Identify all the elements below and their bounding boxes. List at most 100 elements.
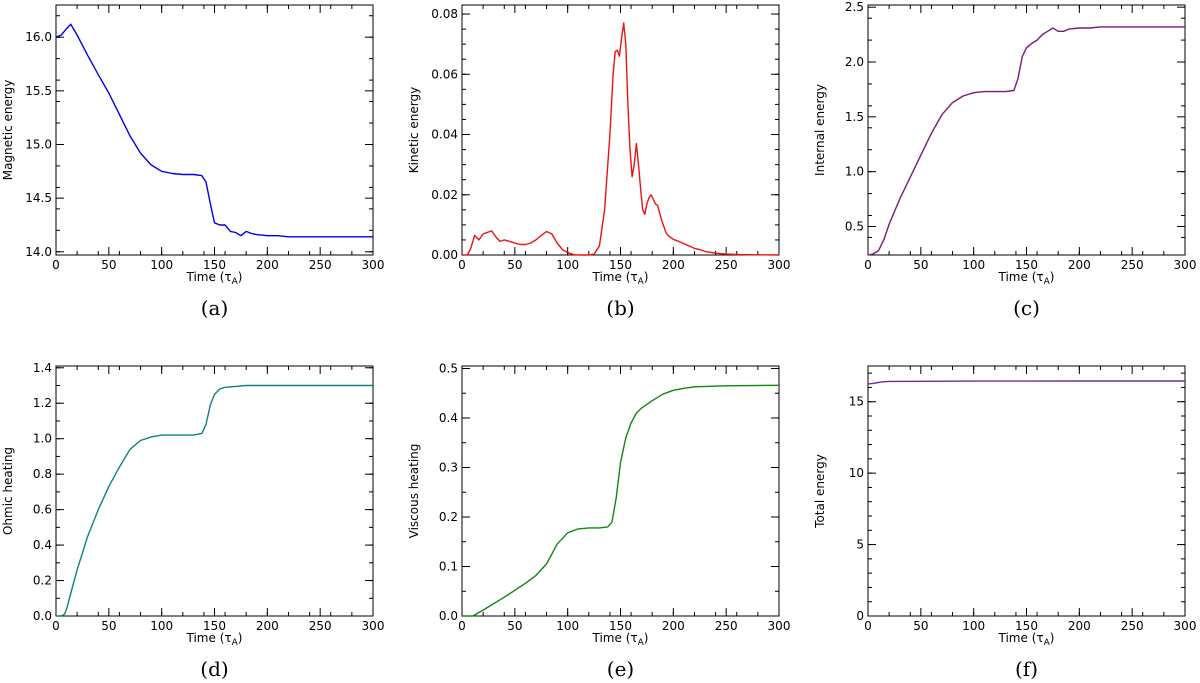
y-tick-label: 0.2 [33,574,52,588]
y-tick-label: 14.0 [25,245,52,259]
x-axis-label-close: ) [1050,631,1055,645]
x-tick-label: 300 [362,258,385,272]
x-axis-label-subscript: A [232,277,239,287]
y-tick-label: 1.2 [33,396,52,410]
y-tick-label: 14.5 [25,191,52,205]
panel-caption: (d) [200,657,228,681]
x-tick-label: 100 [556,619,579,633]
x-tick-label: 250 [1121,258,1144,272]
x-tick-label: 0 [52,258,60,272]
x-axis-label-close: ) [238,631,243,645]
x-tick-label: 250 [309,258,332,272]
y-tick-label: 0.6 [33,503,52,517]
panel-caption: (a) [201,296,229,320]
y-tick-label: 16.0 [25,30,52,44]
series-line [462,22,780,256]
x-tick-label: 150 [1015,619,1038,633]
series-line [462,384,780,617]
y-tick-label: 0.08 [431,7,458,21]
y-tick-label: 1.5 [845,110,864,124]
y-axis-label: Ohmic heating [1,447,15,535]
x-tick-label: 200 [256,258,279,272]
y-tick-label: 1.0 [845,165,864,179]
y-tick-label: 0.5 [439,361,458,375]
x-tick-label: 200 [1068,619,1091,633]
panel-caption: (e) [607,657,634,681]
x-tick-label: 100 [150,258,173,272]
x-tick-label: 300 [768,258,791,272]
x-tick-label: 50 [507,258,522,272]
plot-frame [55,4,374,256]
y-tick-label: 5 [856,538,864,552]
x-tick-label: 0 [864,619,872,633]
x-axis-label-main: Time (τ [186,631,232,645]
x-axis-label-close: ) [644,631,649,645]
x-tick-label: 50 [101,258,116,272]
plot-frame [461,365,780,617]
y-tick-label: 0.04 [431,128,458,142]
series-line [867,26,1185,256]
y-tick-label: 0.3 [439,460,458,474]
y-tick-label: 0.0 [33,609,52,623]
y-axis-label: Internal energy [813,84,827,176]
x-tick-label: 250 [715,619,738,633]
x-axis-label: Time (τA) [592,270,649,287]
y-axis-label: Magnetic energy [1,80,15,181]
y-tick-label: 0.4 [439,411,458,425]
y-tick-label: 15 [849,395,864,409]
y-tick-label: 15.0 [25,137,52,151]
x-tick-label: 150 [203,619,226,633]
x-tick-label: 50 [913,619,928,633]
y-tick-label: 15.5 [25,84,52,98]
x-axis-label: Time (τA) [998,270,1055,287]
x-axis-label-close: ) [238,270,243,284]
panel-caption: (f) [1015,657,1038,681]
x-axis-label: Time (τA) [186,270,243,287]
x-axis-label-main: Time (τ [592,631,638,645]
panel-caption: (b) [606,296,634,320]
x-axis-label-main: Time (τ [998,270,1044,284]
chart-panel: 0 50 100 150 200 250 300 0.5 1.0 1.5 2.0 2.5 Time (τ… [813,0,1196,320]
x-axis-label-main: Time (τ [186,270,232,284]
y-axis-label: Kinetic energy [407,87,421,173]
series-line [867,380,1185,385]
y-tick-label: 0.4 [33,538,52,552]
chart-panel: 0 50 100 150 200 250 300 0.00 0.02 0.04 0.06 0.08 Ti… [407,4,791,320]
y-tick-label: 0.0 [439,609,458,623]
x-tick-label: 150 [1015,258,1038,272]
x-tick-label: 300 [362,619,385,633]
x-axis-label-close: ) [1050,270,1055,284]
y-tick-label: 0.00 [431,248,458,262]
y-tick-label: 0.8 [33,467,52,481]
x-tick-label: 200 [256,619,279,633]
series-line [55,23,373,238]
x-tick-label: 200 [662,619,685,633]
x-tick-label: 0 [458,619,466,633]
x-tick-label: 50 [913,258,928,272]
y-tick-label: 1.4 [33,361,52,375]
y-tick-label: 2.0 [845,55,864,69]
y-tick-label: 10 [849,466,864,480]
x-axis-label-close: ) [644,270,649,284]
chart-panel: 0 50 100 150 200 250 300 0.0 0.2 0.4 0.6 0.8 1.0 1.2 1… [1,361,384,681]
x-tick-label: 0 [864,258,872,272]
x-tick-label: 100 [556,258,579,272]
y-tick-label: 0.2 [439,510,458,524]
x-tick-label: 50 [101,619,116,633]
x-axis-label-subscript: A [232,638,239,648]
y-tick-label: 1.0 [33,432,52,446]
chart-panel: 0 50 100 150 200 250 300 14.0 14.5 15.0 15.5 16.0 Ti… [1,4,385,320]
y-axis-label: Total energy [813,454,827,529]
x-tick-label: 150 [609,258,632,272]
x-axis-label-subscript: A [1044,638,1051,648]
y-tick-label: 0.1 [439,559,458,573]
x-tick-label: 300 [1174,619,1197,633]
y-tick-label: 0.06 [431,67,458,81]
y-tick-label: 2.5 [845,0,864,14]
x-tick-label: 200 [662,258,685,272]
x-tick-label: 150 [609,619,632,633]
y-axis-label: Viscous heating [407,444,421,539]
x-axis-label: Time (τA) [998,631,1055,648]
x-tick-label: 100 [150,619,173,633]
